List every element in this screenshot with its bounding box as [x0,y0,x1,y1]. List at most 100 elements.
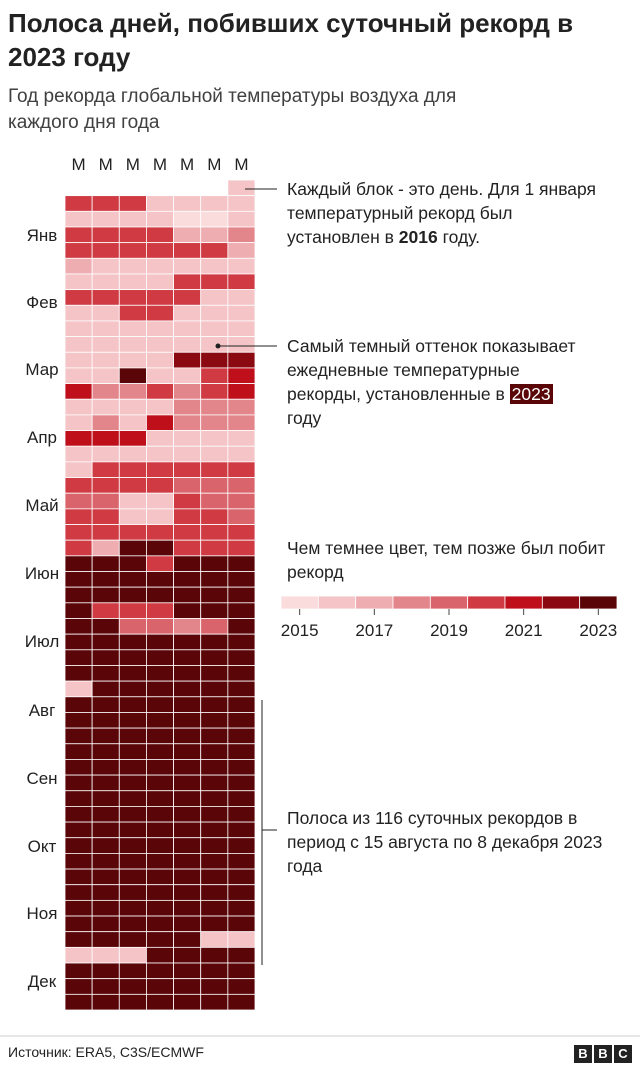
day-cell [146,273,174,291]
day-cell [200,618,229,635]
day-cell [118,320,147,338]
day-cell [118,837,147,854]
month-label: Дек [28,972,57,991]
day-cell [173,461,202,478]
day-cell [64,931,93,948]
day-cell [146,586,174,604]
day-cell [64,633,93,651]
day-cell [91,649,120,666]
day-cell [118,430,147,447]
day-cell [146,539,174,557]
day-cell [173,868,202,886]
day-cell [173,571,202,588]
day-cell [200,524,229,541]
day-cell [91,633,120,651]
day-cell [146,884,174,901]
day-cell [91,978,120,995]
day-cell [146,821,174,839]
source: Источник: ERA5, C3S/ECMWF [8,1044,204,1060]
legend-swatch [467,595,506,610]
day-cell [91,899,120,917]
day-cell [64,571,93,588]
day-cell [227,383,256,400]
day-cell [227,289,256,306]
day-cell [173,915,202,933]
day-cell [227,539,256,557]
day-cell [200,226,229,244]
day-cell [173,962,202,980]
day-cell [64,868,93,886]
day-cell [200,899,229,917]
day-cell [227,806,256,823]
day-cell [64,852,93,870]
day-cell [227,414,256,431]
day-cell [64,226,93,244]
day-cell [146,320,174,338]
day-cell [173,821,202,839]
day-cell [173,978,202,995]
day-cell [91,868,120,886]
day-cell [118,852,147,870]
day-cell [200,602,229,619]
day-cell [200,351,229,369]
day-cell [64,398,93,416]
day-cell [91,931,120,948]
day-cell [146,414,174,431]
day-cell [146,946,174,964]
day-cell [146,915,174,933]
legend-swatch [504,595,543,610]
month-label: Май [25,496,58,515]
day-cell [227,931,256,948]
day-cell [118,414,147,431]
day-cell [227,743,256,760]
day-cell [64,806,93,823]
day-cell [118,477,147,494]
day-cell [91,367,120,384]
day-cell [227,351,256,369]
day-cell [173,445,202,463]
day-cell [200,430,229,447]
day-cell [146,351,174,369]
day-cell [64,539,93,557]
day-cell [91,289,120,306]
legend-tick-label: 2023 [579,621,617,640]
day-cell [118,383,147,400]
day-cell [227,852,256,870]
day-cell [173,680,202,698]
subtitle: Год рекорда глобальной температуры возду… [8,86,457,133]
day-cell [200,743,229,760]
day-cell [146,492,174,510]
day-cell [173,946,202,964]
day-cell [146,430,174,447]
day-cell [227,320,256,338]
day-cell [118,226,147,244]
day-cell [118,696,147,713]
day-cell [118,806,147,823]
day-cell [91,837,120,854]
day-cell [200,445,229,463]
day-cell [146,993,174,1011]
day-cell [91,571,120,588]
day-cell [91,195,120,212]
day-cell [91,993,120,1011]
day-cell [64,727,93,745]
day-cell [64,555,93,572]
day-cell [227,759,256,776]
day-cell [118,571,147,588]
day-cell [200,759,229,776]
day-cell [200,790,229,807]
day-cell [64,978,93,995]
day-cell [200,680,229,698]
day-cell [173,492,202,510]
day-cell [64,602,93,619]
day-cell [173,743,202,760]
day-cell [146,398,174,416]
legend-title: Чем темнее цвет, тем позже был побит рек… [287,538,606,582]
day-cell [64,821,93,839]
day-cell [173,336,202,353]
day-cell [173,226,202,244]
annotation: Каждый блок - это день. Для 1 января тем… [287,177,607,249]
day-cell [227,727,256,745]
day-cell [64,195,93,212]
